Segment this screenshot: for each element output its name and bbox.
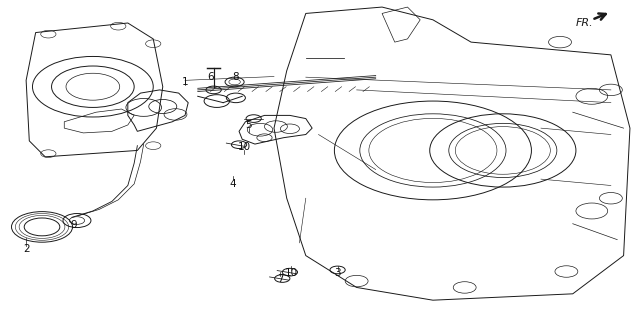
Text: FR.: FR.	[576, 18, 594, 28]
Text: 6: 6	[207, 72, 214, 82]
Text: 10: 10	[238, 142, 251, 152]
Text: 10: 10	[285, 268, 297, 278]
Text: 4: 4	[229, 179, 236, 189]
Text: 9: 9	[71, 220, 77, 230]
Text: 8: 8	[233, 72, 239, 82]
Text: 3: 3	[334, 268, 341, 278]
Text: 5: 5	[245, 120, 252, 130]
Text: 2: 2	[23, 244, 29, 254]
Text: 1: 1	[182, 77, 189, 87]
Text: 7: 7	[277, 275, 283, 284]
